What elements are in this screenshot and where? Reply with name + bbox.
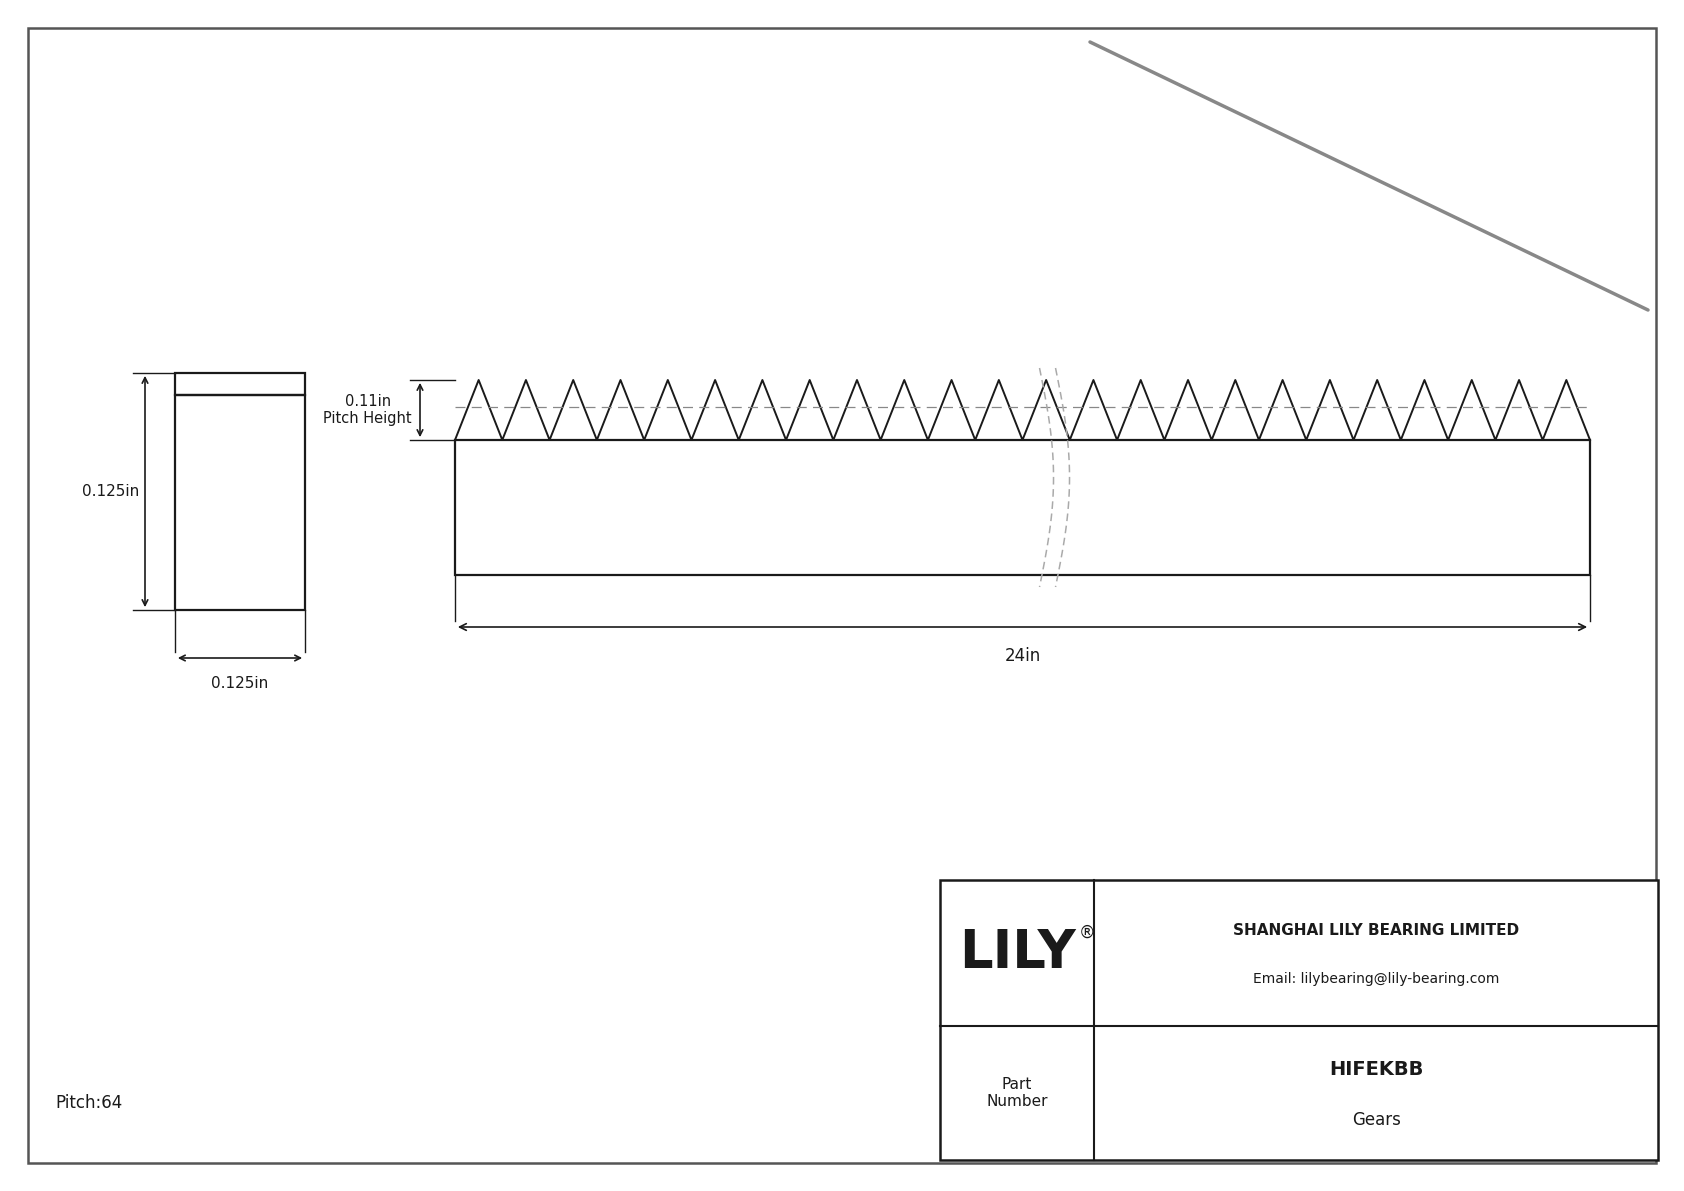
Text: Part
Number: Part Number: [987, 1077, 1047, 1109]
Bar: [455, 439, 1590, 575]
Text: Pitch:64: Pitch:64: [56, 1095, 123, 1112]
Bar: [175, 373, 305, 395]
Bar: [940, 880, 1659, 1160]
Text: 24in: 24in: [1004, 647, 1041, 665]
Text: LILY: LILY: [958, 927, 1076, 979]
Text: 0.11in
Pitch Height: 0.11in Pitch Height: [323, 394, 413, 426]
Text: 0.125in: 0.125in: [212, 676, 269, 691]
Text: Email: lilybearing@lily-bearing.com: Email: lilybearing@lily-bearing.com: [1253, 972, 1499, 986]
Text: SHANGHAI LILY BEARING LIMITED: SHANGHAI LILY BEARING LIMITED: [1233, 923, 1519, 939]
Text: Gears: Gears: [1352, 1111, 1401, 1129]
Text: 0.125in: 0.125in: [83, 484, 140, 499]
Bar: [175, 395, 305, 610]
Text: HIFEKBB: HIFEKBB: [1329, 1060, 1423, 1079]
Text: ®: ®: [1079, 924, 1095, 942]
